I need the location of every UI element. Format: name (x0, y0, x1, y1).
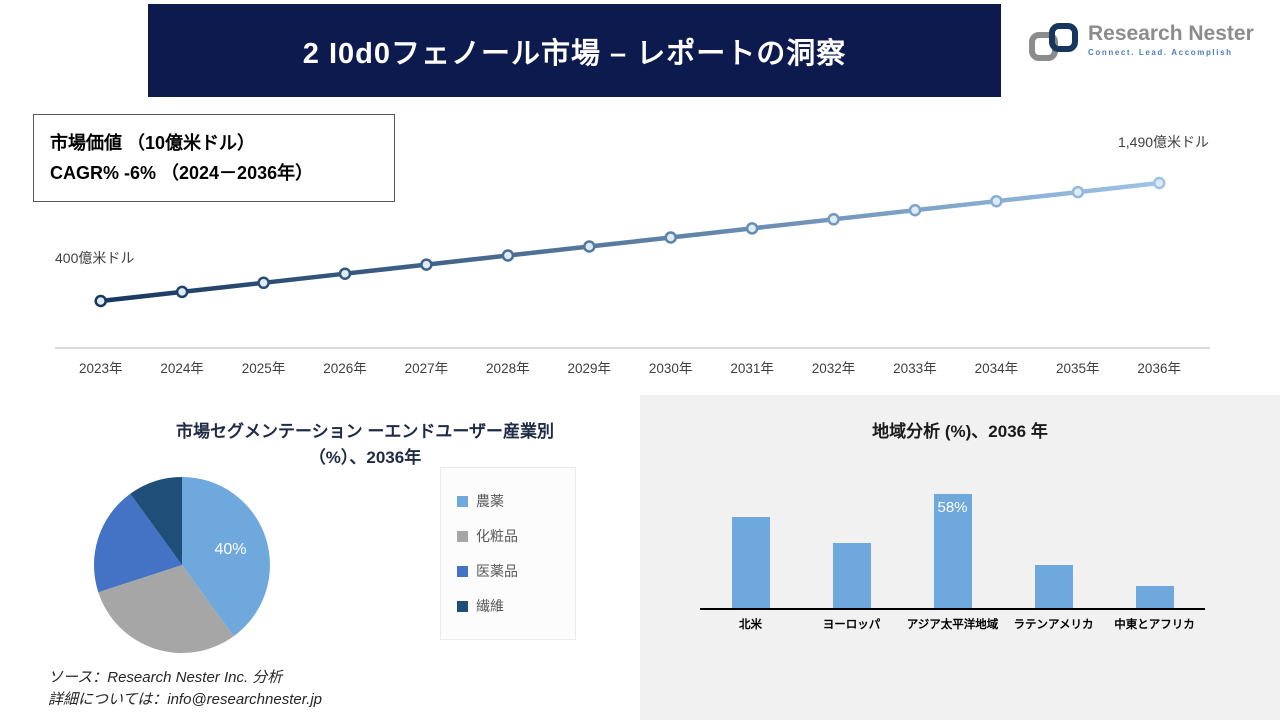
contact-note: 詳細については：info@researchnester.jp (48, 691, 322, 708)
bar-chart-bars: 58% (700, 458, 1205, 608)
legend-label: 繊維 (476, 598, 504, 614)
logo-text: Research Nester Connect. Lead. Accomplis… (1088, 22, 1254, 57)
x-axis-label: 2031年 (730, 361, 774, 376)
bar-category-label: ヨーロッパ (822, 619, 881, 631)
brand-logo: Research Nester Connect. Lead. Accomplis… (1028, 22, 1254, 62)
line-point (664, 231, 677, 244)
legend-item: 農薬 (457, 491, 575, 511)
pie-chart: 40% (93, 477, 270, 653)
bar (731, 517, 770, 608)
x-axis-line (55, 347, 1210, 349)
bar (832, 543, 871, 608)
legend-item: 繊維 (457, 596, 575, 616)
source-note: ソース：Research Nester Inc. 分析 (48, 669, 283, 686)
chain-link-icon (1029, 23, 1078, 61)
bar-category-label: ラテンアメリカ (1013, 619, 1094, 631)
x-axis-label: 2034年 (974, 361, 1019, 376)
line-point (501, 249, 515, 262)
bar-category-label: 中東とアフリカ (1114, 619, 1195, 631)
line-point (908, 203, 922, 217)
brand-name: Research Nester (1088, 22, 1254, 45)
pie-slice (130, 477, 182, 565)
x-axis-label: 2023年 (78, 361, 123, 376)
pie-legend: 農薬化粧品医薬品繊維 (440, 467, 576, 640)
line-point (745, 222, 759, 235)
line-point (257, 276, 270, 290)
legend-swatch (457, 530, 468, 542)
legend-swatch (457, 495, 468, 507)
bar (1034, 565, 1073, 608)
x-axis-label: 2036年 (1137, 361, 1181, 376)
bar-axis-line (700, 608, 1205, 610)
bar-category-label: 北米 (739, 619, 762, 631)
line-point (94, 294, 107, 308)
x-axis-label: 2027年 (404, 361, 449, 376)
x-axis-label: 2033年 (893, 361, 937, 376)
market-value-box: 市場価値 （10億米ドル） CAGR% -6% （2024－2036年） (33, 114, 395, 202)
bar (1135, 586, 1174, 608)
bar-data-label: 58% (937, 499, 968, 516)
legend-swatch (457, 565, 468, 577)
bar-category-label: アジア太平洋地域 (906, 619, 999, 631)
pie-slice (98, 565, 234, 653)
line-start-value: 400億米ドル (55, 250, 135, 266)
line-point (175, 285, 189, 299)
bar-section-title: 地域分析 (%)、2036 年 (872, 422, 1048, 441)
x-axis-label: 2028年 (486, 361, 530, 376)
legend-label: 化粧品 (476, 528, 518, 544)
pie-title-line1: 市場セグメンテーション ーエンドユーザー産業別 (175, 422, 555, 441)
legend-swatch (457, 600, 468, 612)
market-value-line: 市場価値 （10億米ドル） (50, 133, 256, 153)
legend-label: 農薬 (476, 493, 504, 509)
x-axis-label: 2032年 (811, 361, 856, 376)
pie-slice (182, 477, 270, 637)
cagr-line: CAGR% -6% （2024－2036年） (50, 163, 314, 183)
line-point (990, 194, 1003, 208)
x-axis-labels: 2023年 2024年 2025年 2026年 2027年 2028年 2029年 2030年… (60, 357, 1200, 377)
bar: 58% (933, 494, 972, 608)
pie-section-title: 市場セグメンテーション ーエンドユーザー産業別 （%）、2036年 (85, 419, 645, 471)
regional-panel: 地域分析 (%)、2036 年 58% 北米 ヨーロッパ アジア太平洋地域 ラテンアメ… (640, 395, 1280, 720)
bar-categories: 北米 ヨーロッパ アジア太平洋地域 ラテンアメリカ 中東とアフリカ (700, 616, 1205, 632)
x-axis-label: 2025年 (241, 361, 286, 376)
line-point (1071, 185, 1085, 199)
header-bar: 2 I0d0フェノール市場 – レポートの洞察 (148, 4, 1001, 97)
market-line-chart (94, 176, 1166, 308)
x-axis-label: 2026年 (323, 361, 367, 376)
line-point (827, 213, 840, 226)
x-axis-label: 2035年 (1056, 361, 1100, 376)
line-series (98, 180, 1162, 304)
line-point (420, 258, 433, 271)
page-title: 2 I0d0フェノール市場 – レポートの洞察 (302, 37, 847, 70)
legend-item: 化粧品 (457, 526, 575, 546)
line-end-value: 1,490億米ドル (1118, 134, 1210, 150)
pie-title-line2: （%）、2036年 (308, 448, 422, 467)
footer: ソース：Research Nester Inc. 分析 詳細については：info… (48, 667, 322, 711)
brand-tagline: Connect. Lead. Accomplish (1088, 48, 1233, 57)
x-axis-label: 2029年 (567, 361, 612, 376)
pie-data-label: 40% (214, 541, 246, 558)
legend-label: 医薬品 (476, 563, 518, 579)
line-point (338, 267, 352, 280)
pie-slice (93, 493, 182, 593)
x-axis-label: 2024年 (160, 361, 204, 376)
legend-item: 医薬品 (457, 561, 575, 581)
x-axis-label: 2030年 (648, 361, 693, 376)
line-point (1153, 176, 1166, 190)
line-point (583, 240, 596, 253)
